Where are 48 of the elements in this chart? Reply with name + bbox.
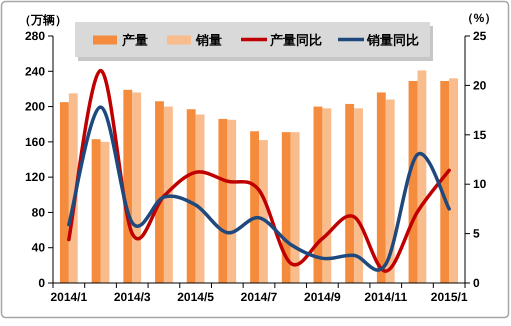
y-tick-label: 120 (24, 170, 46, 184)
bar (417, 70, 426, 283)
y2-tick-label: 15 (473, 128, 487, 142)
y-tick-label: 80 (32, 205, 46, 220)
x-tick-label: 2014/5 (177, 290, 214, 304)
bar (354, 108, 363, 283)
x-tick-label: 2014/11 (364, 290, 408, 304)
y-tick-label: 280 (24, 29, 46, 43)
y-tick-label: 40 (32, 240, 46, 255)
bar (218, 118, 228, 283)
x-tick-label: 2014/3 (114, 290, 151, 304)
y-tick-label: 0 (38, 276, 46, 290)
y-axis-title: （万辆） (19, 13, 67, 27)
bar (100, 142, 110, 283)
bar (408, 80, 418, 283)
bar (227, 120, 236, 283)
legend-label: 产量 (121, 32, 148, 48)
y2-tick-label: 0 (473, 276, 480, 290)
x-tick-label: 2014/7 (240, 290, 278, 304)
y-tick-label: 240 (24, 64, 46, 78)
y2-tick-label: 20 (473, 78, 487, 92)
bar (250, 131, 259, 283)
bar (132, 92, 142, 283)
bar (92, 139, 101, 283)
bar (196, 114, 204, 283)
bar (60, 102, 69, 283)
bar (345, 104, 354, 283)
bar (259, 140, 268, 283)
x-tick-label: 2015/1 (430, 290, 468, 304)
y2-tick-label: 5 (473, 226, 480, 241)
x-tick-label: 2014/9 (304, 290, 342, 304)
y2-tick-label: 10 (473, 177, 487, 192)
bar (290, 132, 300, 283)
bar (186, 109, 196, 283)
bar (314, 106, 322, 283)
y-tick-label: 160 (24, 134, 46, 149)
y2-tick-label: 25 (473, 29, 487, 43)
legend-label: 产量同比 (269, 32, 322, 48)
x-tick-label: 2014/1 (50, 290, 88, 304)
bar (155, 101, 164, 283)
bar (322, 108, 332, 283)
bar (376, 92, 386, 283)
legend-label: 销量同比 (366, 32, 419, 48)
y-tick-label: 200 (24, 100, 46, 114)
legend-label: 销量 (195, 32, 222, 48)
bar (164, 106, 173, 283)
y2-axis-title: （%） (462, 11, 496, 25)
bar (449, 78, 458, 283)
